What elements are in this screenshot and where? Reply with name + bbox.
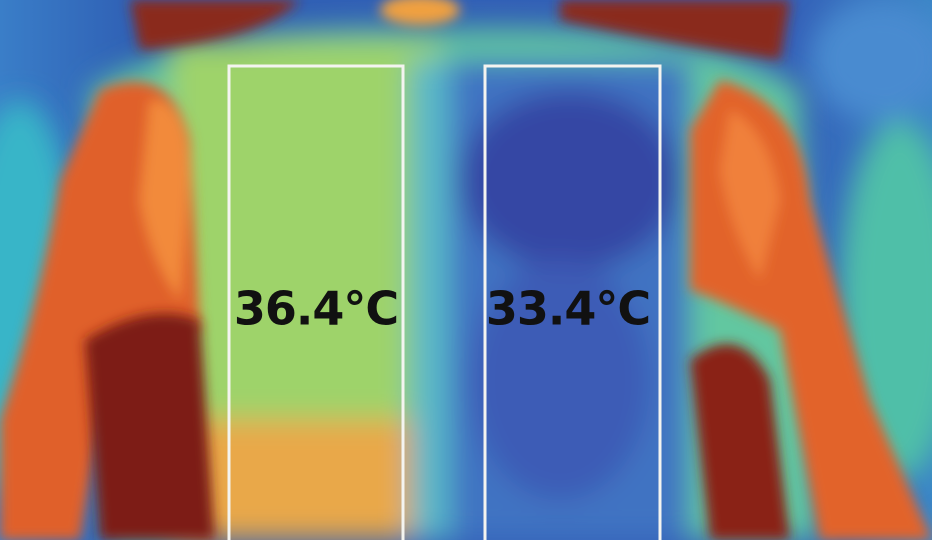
thermal-image: 36.4°C 33.4°C <box>0 0 932 540</box>
thermal-background <box>0 0 932 540</box>
temperature-label: 33.4°C <box>486 282 650 336</box>
page: {"labels": [{"text": "36.4°C"}, {"text":… <box>0 0 932 540</box>
temperature-label: 36.4°C <box>234 282 398 336</box>
